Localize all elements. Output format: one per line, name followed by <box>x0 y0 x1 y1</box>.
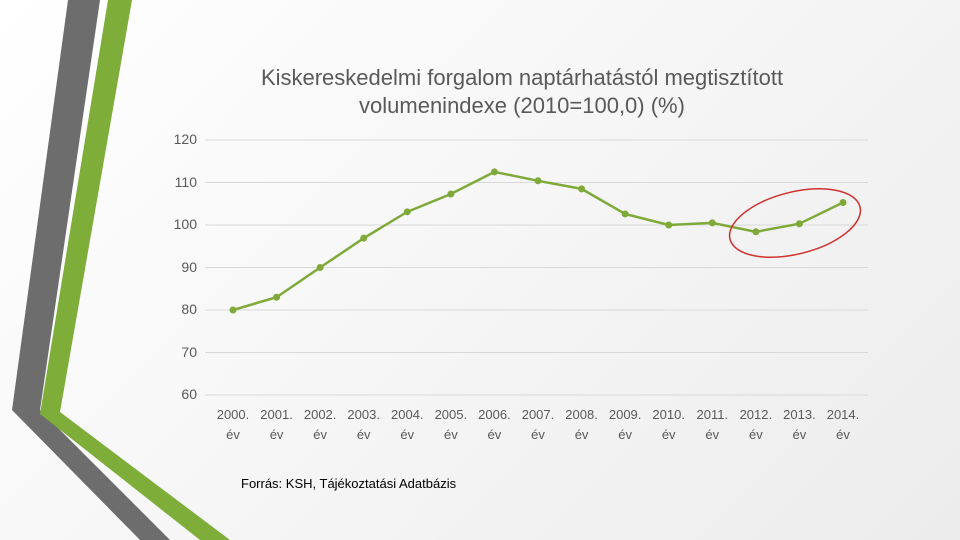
y-tick-label: 90 <box>181 258 197 275</box>
data-point <box>273 293 281 301</box>
data-point <box>795 220 803 228</box>
decor-stripe <box>40 0 230 540</box>
data-point <box>447 190 455 198</box>
data-point <box>752 228 760 236</box>
x-tick-label: 2013. év <box>783 407 816 442</box>
y-tick-label: 60 <box>181 386 197 402</box>
data-point <box>534 177 542 185</box>
data-point <box>490 168 498 176</box>
y-tick-label: 100 <box>173 216 197 232</box>
highlight-ellipse <box>728 188 862 258</box>
data-point <box>665 221 673 229</box>
data-point <box>708 219 716 227</box>
x-tick-label: 2014. év <box>826 407 860 442</box>
data-point <box>316 264 324 271</box>
source: Forrás: KSH, Tájékoztatási Adatbázis <box>241 476 457 491</box>
x-tick-label: 2004. év <box>391 407 424 442</box>
x-tick-label: 2012. év <box>739 407 773 442</box>
x-tick-label: 2010. év <box>652 407 685 442</box>
data-point <box>621 210 629 218</box>
x-tick-label: 2003. év <box>347 407 380 442</box>
x-tick-label: 2001. év <box>260 407 293 442</box>
x-tick-label: 2008. év <box>565 407 598 442</box>
x-tick-label: 2011. év <box>696 407 729 442</box>
y-tick-label: 80 <box>181 301 197 317</box>
data-point <box>229 306 237 314</box>
x-tick-label: 2007. év <box>521 407 555 442</box>
data-line <box>232 170 844 312</box>
data-point <box>578 185 586 193</box>
chart-title: Kiskereskedelmi forgalom naptárhatástól … <box>260 65 784 118</box>
x-tick-label: 2002. év <box>303 407 337 442</box>
data-point <box>360 234 368 242</box>
y-tick-label: 120 <box>173 131 197 147</box>
y-tick-label: 70 <box>181 343 197 360</box>
x-tick-label: 2005. év <box>434 407 468 442</box>
x-tick-label: 2006. év <box>478 407 511 442</box>
x-tick-label: 2009. év <box>608 407 642 442</box>
y-tick-label: 110 <box>174 173 197 190</box>
data-point <box>403 208 411 216</box>
x-tick-label: 2000. év <box>216 407 250 442</box>
decor-stripe <box>12 0 170 540</box>
data-point <box>839 198 847 206</box>
